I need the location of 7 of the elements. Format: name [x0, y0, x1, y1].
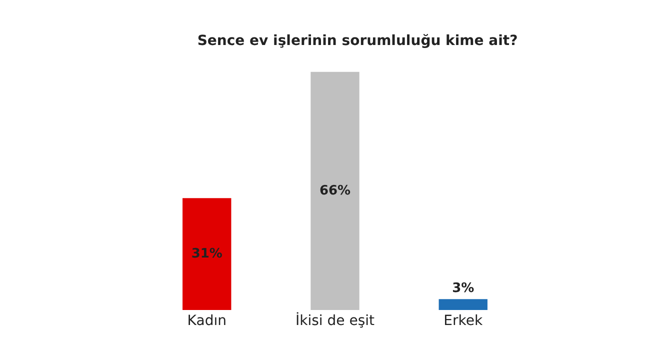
x-tick-label: Kadın — [187, 313, 226, 329]
chart-title: Sence ev işlerinin sorumluluğu kime ait? — [197, 32, 518, 49]
data-label: 3% — [452, 281, 474, 296]
data-label: 66% — [319, 183, 351, 198]
x-tick-label: Erkek — [444, 313, 484, 329]
data-label: 31% — [191, 246, 222, 262]
x-tick-label: İkisi de eşit — [296, 312, 376, 329]
